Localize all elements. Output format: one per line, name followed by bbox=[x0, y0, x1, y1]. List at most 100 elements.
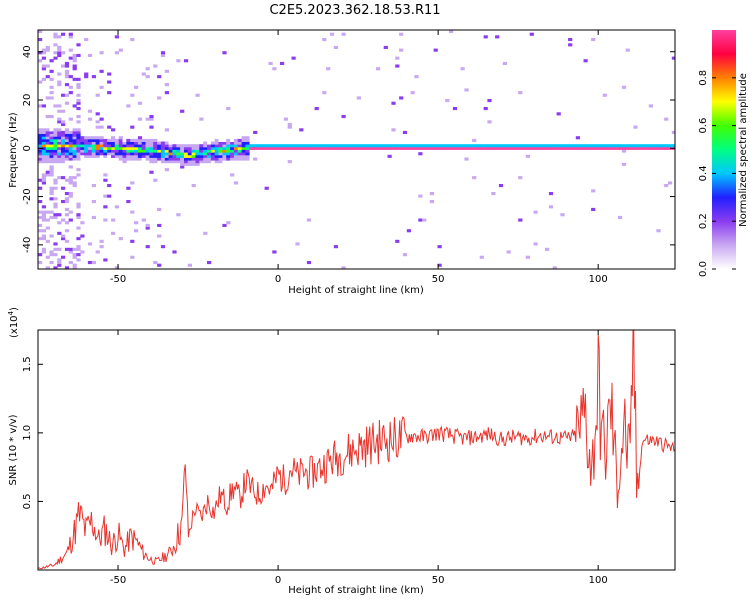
heatmap-cell-8 bbox=[38, 186, 43, 190]
heatmap-cell-300 bbox=[72, 64, 77, 68]
heatmap-cell-95 bbox=[49, 210, 54, 214]
heatmap-cell-180 bbox=[57, 83, 62, 87]
heatmap-cell-423 bbox=[103, 152, 108, 156]
heatmap-cell-93 bbox=[49, 234, 54, 238]
heatmap-cell-1048 bbox=[552, 144, 557, 148]
heatmap-cell-31 bbox=[41, 237, 46, 241]
heatmap-cell-76 bbox=[45, 146, 50, 150]
heatmap-cell-366 bbox=[87, 152, 93, 156]
heatmap-cell-378 bbox=[91, 200, 96, 204]
heatmap-cell-783 bbox=[237, 152, 242, 156]
heatmap-cell-879 bbox=[341, 146, 346, 150]
heatmap-cell-1093 bbox=[618, 144, 623, 148]
heatmap-cell-323 bbox=[76, 144, 81, 148]
heatmap-cell-347 bbox=[80, 146, 85, 150]
heatmap-cell-815 bbox=[260, 146, 265, 150]
heatmap-cell-460 bbox=[114, 144, 119, 148]
heatmap-cell-775 bbox=[233, 152, 239, 156]
heatmap-cell-105 bbox=[49, 157, 54, 161]
heatmap-cell-718 bbox=[210, 154, 216, 158]
heatmap-cell-382 bbox=[91, 149, 96, 153]
heatmap-cell-899 bbox=[372, 144, 377, 148]
heatmap-cell-968 bbox=[452, 144, 458, 148]
heatmap-cell-821 bbox=[268, 144, 273, 148]
heatmap-cell-872 bbox=[333, 245, 338, 249]
heatmap-cell-227 bbox=[64, 154, 70, 158]
heatmap-cell-887 bbox=[353, 146, 358, 150]
heatmap-cell-683 bbox=[195, 160, 200, 164]
heatmap-cell-717 bbox=[210, 157, 216, 161]
heatmap-cell-699 bbox=[203, 231, 208, 235]
heatmap-cell-780 bbox=[233, 138, 239, 142]
heatmap-cell-229 bbox=[64, 149, 70, 153]
heatmap-cell-342 bbox=[80, 234, 85, 238]
heatmap-cell-137 bbox=[53, 157, 58, 161]
heatmap-cell-877 bbox=[337, 144, 342, 148]
heatmap-cell-357 bbox=[84, 141, 89, 145]
heatmap-cell-765 bbox=[230, 154, 235, 158]
heatmap-cell-684 bbox=[195, 157, 200, 161]
heatmap-cell-574 bbox=[153, 157, 158, 161]
heatmap-cell-155 bbox=[57, 263, 62, 267]
heatmap-cells bbox=[38, 30, 675, 269]
heatmap-cell-888 bbox=[353, 144, 358, 148]
heatmap-cell-360 bbox=[84, 75, 89, 79]
heatmap-cell-839 bbox=[287, 122, 292, 126]
heatmap-cell-870 bbox=[329, 144, 335, 148]
heatmap-cell-1005 bbox=[498, 146, 504, 150]
heatmap-cell-402 bbox=[99, 245, 104, 249]
heatmap-cell-109 bbox=[49, 146, 54, 150]
heatmap-cell-446 bbox=[111, 152, 116, 156]
heatmap-cell-912 bbox=[391, 144, 396, 148]
heatmap-cell-819 bbox=[264, 144, 269, 148]
heatmap-cell-635 bbox=[172, 144, 177, 148]
heatmap-cell-184 bbox=[57, 51, 62, 55]
heatmap-cell-715 bbox=[207, 144, 212, 148]
heatmap-cell-415 bbox=[99, 51, 104, 55]
heatmap-cell-193 bbox=[61, 186, 66, 190]
heatmap-cell-315 bbox=[76, 168, 81, 172]
heatmap-cell-647 bbox=[180, 160, 185, 164]
heatmap-cell-862 bbox=[322, 146, 327, 150]
heatmap-cell-22 bbox=[38, 128, 43, 132]
heatmap-cell-526 bbox=[137, 146, 143, 150]
heatmap-cell-279 bbox=[72, 253, 77, 257]
heatmap-cell-245 bbox=[64, 61, 70, 65]
heatmap-cell-218 bbox=[64, 221, 70, 225]
heatmap-cell-352 bbox=[84, 154, 89, 158]
heatmap-cell-847 bbox=[299, 144, 304, 148]
heatmap-cell-173 bbox=[57, 133, 62, 137]
heatmap-cell-838 bbox=[287, 125, 292, 129]
heatmap-cell-843 bbox=[295, 242, 300, 246]
heatmap-cell-221 bbox=[64, 200, 70, 204]
heatmap-cell-810 bbox=[253, 146, 258, 150]
heatmap-cell-880 bbox=[341, 144, 346, 148]
heatmap-cell-56 bbox=[41, 104, 46, 108]
heatmap-cell-811 bbox=[253, 144, 258, 148]
heatmap-cell-936 bbox=[414, 144, 419, 148]
heatmap-cell-1107 bbox=[637, 146, 642, 150]
snr-series-layer bbox=[38, 330, 675, 570]
heatmap-cell-383 bbox=[91, 146, 96, 150]
heatmap-cell-517 bbox=[134, 146, 139, 150]
heatmap-cell-1106 bbox=[633, 125, 638, 129]
heatmap-cell-269 bbox=[68, 91, 73, 95]
heatmap-cell-674 bbox=[191, 162, 196, 166]
heatmap-cell-656 bbox=[184, 160, 189, 164]
heatmap-cell-776 bbox=[233, 149, 239, 153]
heatmap-cell-404 bbox=[99, 152, 104, 156]
heatmap-cell-365 bbox=[87, 154, 93, 158]
heatmap-cell-1025 bbox=[525, 154, 530, 158]
heatmap-cell-212 bbox=[61, 51, 66, 55]
heatmap-cell-817 bbox=[264, 186, 269, 190]
heatmap-cell-1017 bbox=[518, 218, 523, 222]
heatmap-cell-670 bbox=[187, 149, 192, 153]
heatmap-cell-826 bbox=[272, 67, 277, 71]
heatmap-cell-906 bbox=[383, 144, 388, 148]
heatmap-cell-124 bbox=[53, 266, 58, 269]
heatmap-cell-563 bbox=[149, 149, 154, 153]
heatmap-cell-622 bbox=[168, 154, 173, 158]
heatmap-cell-550 bbox=[145, 149, 150, 153]
heatmap-cell-159 bbox=[57, 231, 62, 235]
heatmap-cell-454 bbox=[114, 266, 119, 269]
